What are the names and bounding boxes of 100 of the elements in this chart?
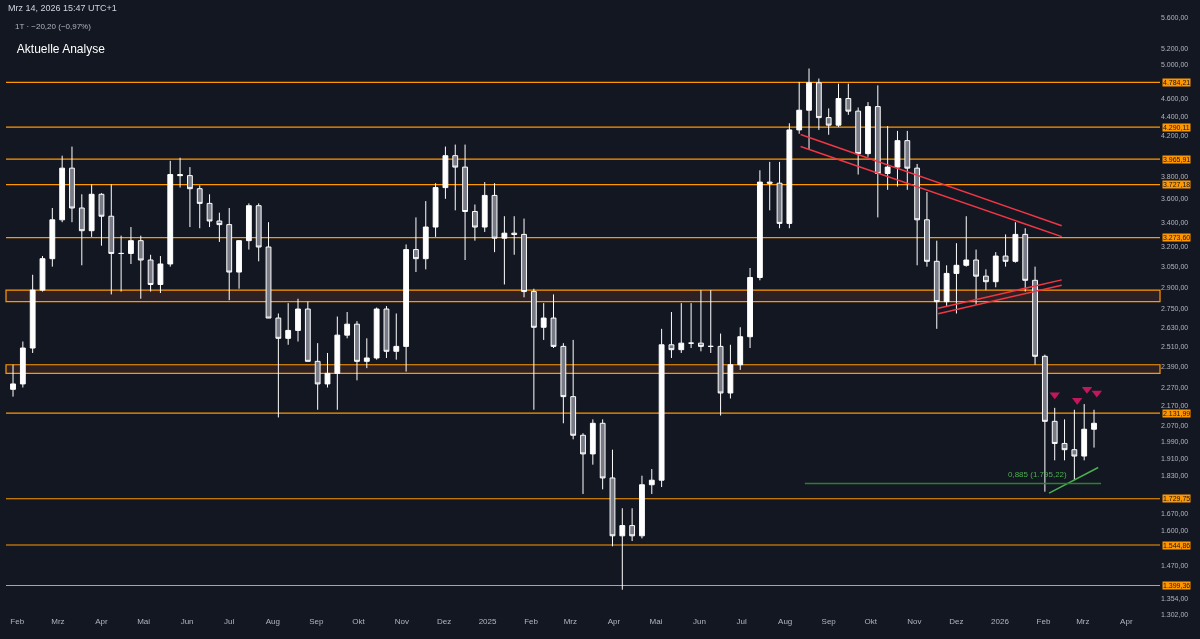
candlestick xyxy=(78,193,85,266)
candlestick xyxy=(39,255,46,293)
candlestick xyxy=(1002,233,1009,268)
candlestick xyxy=(786,122,793,229)
candlestick xyxy=(589,418,596,466)
candlestick xyxy=(1061,418,1068,461)
candlestick xyxy=(226,207,233,301)
candlestick xyxy=(727,344,734,399)
candlestick xyxy=(108,183,115,295)
x-tick-label: Apr xyxy=(1120,617,1133,626)
candlestick xyxy=(855,106,862,176)
candlestick xyxy=(973,249,979,306)
candlestick xyxy=(442,146,449,200)
candlestick xyxy=(707,289,714,354)
candlestick xyxy=(865,101,871,158)
candlestick xyxy=(177,157,183,189)
x-tick-label: 2026 xyxy=(991,617,1010,626)
x-tick-label: Feb xyxy=(524,617,539,626)
x-tick-label: Sep xyxy=(821,617,837,626)
x-tick-label: Feb xyxy=(10,617,25,626)
candlestick xyxy=(49,207,56,268)
candlestick xyxy=(245,202,252,251)
candlestick xyxy=(501,215,508,285)
candlestick xyxy=(943,264,950,307)
candlestick xyxy=(314,342,321,411)
candlestick xyxy=(275,313,282,418)
candlestick xyxy=(658,328,665,488)
candlestick xyxy=(373,307,380,361)
candlestick xyxy=(265,221,272,319)
x-tick-label: Okt xyxy=(352,617,366,626)
text: Aktuelle Analyse xyxy=(16,42,106,57)
candlestick xyxy=(59,155,66,223)
candlestick xyxy=(521,218,527,298)
x-tick-label: 2025 xyxy=(478,617,497,626)
candlestick xyxy=(19,341,26,389)
x-tick-label: Nov xyxy=(907,617,922,626)
candlestick xyxy=(983,268,989,291)
annotation: 1T · −20,20 (−0,97%) xyxy=(15,22,92,31)
candlestick xyxy=(648,468,655,495)
candlestick xyxy=(491,182,498,253)
candlestick xyxy=(216,212,223,243)
x-tick-label: Dez xyxy=(436,617,452,626)
candlestick xyxy=(1012,221,1019,264)
x-tick-label: Apr xyxy=(607,617,621,626)
candlestick xyxy=(403,243,410,373)
candlestick xyxy=(747,267,753,349)
x-tick-label: Mai xyxy=(649,617,663,626)
candlestick xyxy=(383,305,390,359)
candlestick xyxy=(1091,409,1097,449)
candlestick xyxy=(845,83,852,116)
candlestick xyxy=(10,364,16,398)
candlestick xyxy=(550,293,557,349)
x-tick-label: Jun xyxy=(693,617,706,626)
candlestick xyxy=(88,183,95,238)
candlestick xyxy=(717,333,724,416)
candlestick xyxy=(462,144,468,261)
candlestick xyxy=(835,83,842,128)
candlestick xyxy=(629,507,636,542)
candlestick xyxy=(570,339,577,440)
candlestick xyxy=(688,302,695,349)
candlestick xyxy=(304,301,311,362)
candlestick xyxy=(933,240,940,330)
x-tick-label: Mrz xyxy=(1076,617,1090,626)
x-tick-label: Mrz xyxy=(51,617,65,626)
candlestick xyxy=(471,204,478,242)
candlestick xyxy=(904,130,911,191)
candlestick xyxy=(815,78,822,131)
x-tick-label: Mrz xyxy=(563,617,578,626)
candlestick xyxy=(363,337,370,369)
candlestick xyxy=(432,182,439,238)
candlestick xyxy=(963,215,970,268)
candlestick xyxy=(678,302,685,354)
candlestick xyxy=(1032,266,1038,366)
x-tick-label: Okt xyxy=(864,617,878,626)
candlestick xyxy=(884,125,891,191)
candlestick xyxy=(137,235,144,300)
candlestick xyxy=(599,418,606,490)
candlestick xyxy=(668,311,675,359)
candlestick xyxy=(580,432,586,495)
candlestick xyxy=(344,311,351,339)
candlestick xyxy=(334,316,341,411)
candlestick xyxy=(639,475,645,539)
x-tick-label: Feb xyxy=(1036,617,1051,626)
x-tick-label: Jun xyxy=(180,617,194,626)
candlestick xyxy=(530,288,537,411)
candlestick xyxy=(874,84,881,218)
candlestick xyxy=(413,216,419,273)
candlestick xyxy=(29,274,36,354)
candlestick xyxy=(756,169,763,281)
candlestick xyxy=(737,326,744,371)
candlestick xyxy=(147,254,154,293)
candlestick xyxy=(766,161,773,211)
candlestick xyxy=(196,184,203,229)
candlestick xyxy=(776,161,783,229)
candlestick xyxy=(157,255,164,294)
candlestick xyxy=(540,302,547,341)
candlestick xyxy=(796,81,803,135)
candlestick xyxy=(481,181,488,233)
candlestick xyxy=(806,67,812,151)
candlestick xyxy=(1051,407,1058,461)
